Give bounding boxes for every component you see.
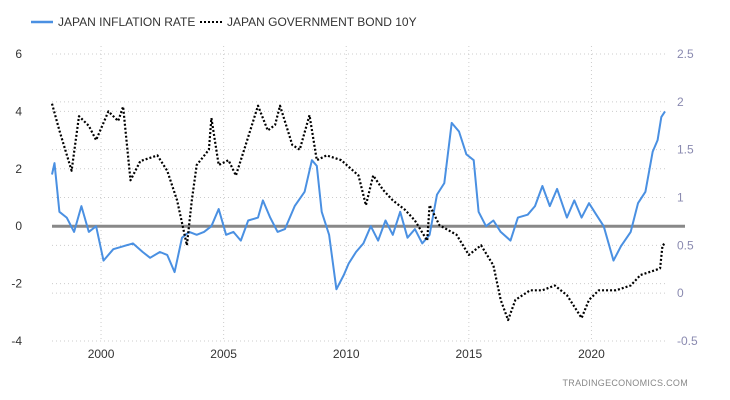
grid [52,46,665,342]
x-tick-label: 2015 [455,347,482,361]
x-tick-label: 2005 [210,347,237,361]
legend-label-inflation: JAPAN INFLATION RATE [58,15,195,29]
legend: JAPAN INFLATION RATE JAPAN GOVERNMENT BO… [31,15,417,29]
right-tick-label: 0.5 [677,238,694,252]
right-tick-label: -0.5 [677,334,698,348]
legend-label-bond: JAPAN GOVERNMENT BOND 10Y [227,15,417,29]
right-tick-label: 2.5 [677,47,694,61]
bond-yield-line [50,103,666,322]
left-y-axis: -4 -2 0 2 4 6 [11,47,22,348]
series-group [50,103,685,322]
right-tick-label: 1 [677,191,684,205]
x-tick-label: 2010 [333,347,360,361]
x-tick-label: 2000 [88,347,115,361]
left-tick-label: 4 [15,104,22,118]
right-tick-label: 1.5 [677,143,694,157]
source-credit: TRADINGECONOMICS.COM [562,378,688,388]
left-tick-label: 6 [15,47,22,61]
x-axis: 2000 2005 2010 2015 2020 [88,347,605,361]
x-tick-label: 2020 [578,347,605,361]
inflation-rate-line [51,110,666,291]
right-y-axis: -0.5 0 0.5 1 1.5 2 2.5 [677,47,698,348]
left-tick-label: 2 [15,162,22,176]
left-tick-label: 0 [15,219,22,233]
right-tick-label: 0 [677,286,684,300]
left-tick-label: -4 [11,334,22,348]
left-tick-label: -2 [11,277,22,291]
right-tick-label: 2 [677,95,684,109]
